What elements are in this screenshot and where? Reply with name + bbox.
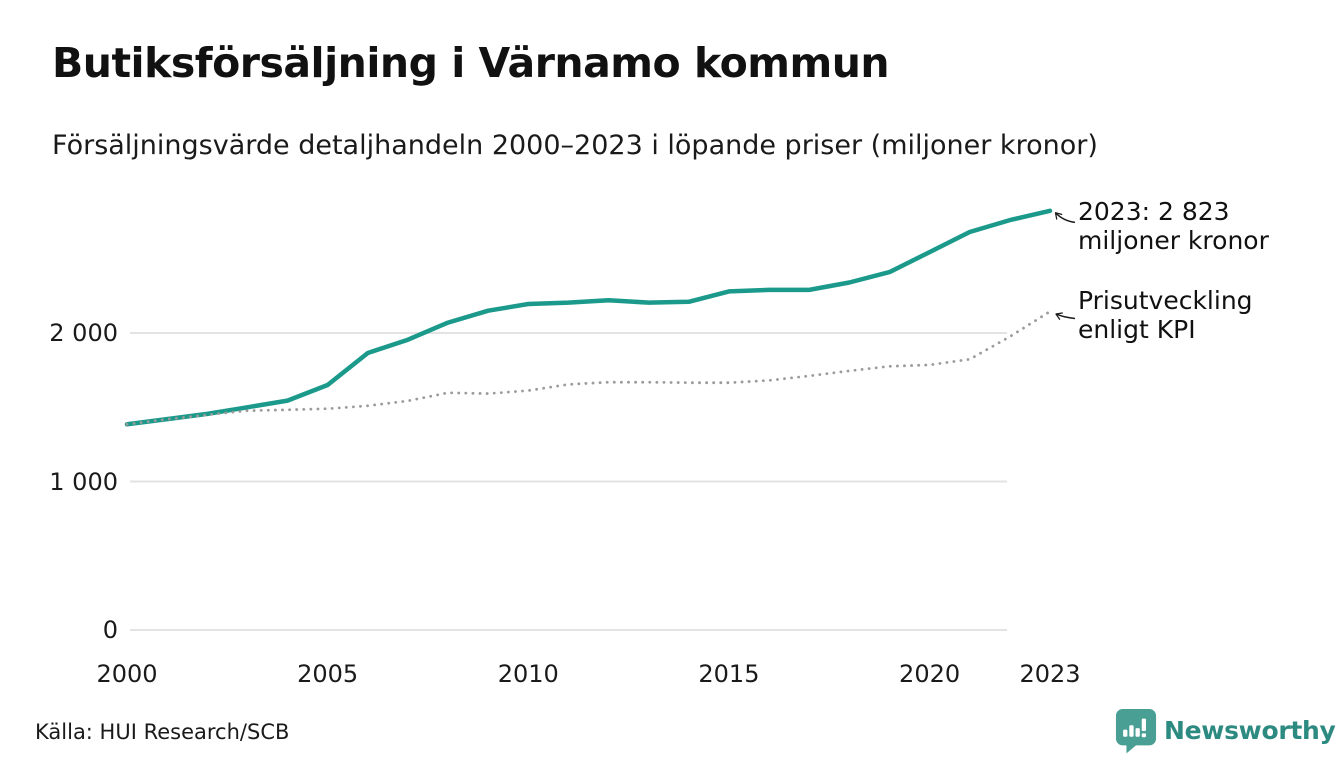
x-axis-tick-label: 2023 (1019, 660, 1081, 688)
x-axis-tick-label: 2020 (899, 660, 961, 688)
x-axis-tick-label: 2000 (96, 660, 158, 688)
annotation-latest-value: 2023: 2 823 miljoner kronor (1078, 197, 1269, 255)
x-axis-tick-label: 2010 (497, 660, 559, 688)
kpi-dotted-line (125, 310, 1052, 426)
gridlines (130, 332, 1007, 631)
newsworthy-logo: Newsworthy (1115, 708, 1336, 754)
x-axis-tick-label: 2005 (297, 660, 359, 688)
annotation-arrow (1055, 312, 1076, 320)
annotation-line: enligt KPI (1078, 315, 1196, 345)
chart-subtitle: Försäljningsvärde detaljhandeln 2000–202… (52, 130, 1098, 161)
x-axis-tick-label: 2015 (698, 660, 760, 688)
series-lines (124, 208, 1053, 427)
annotation-arrows (1054, 212, 1076, 320)
sales-line (124, 208, 1053, 427)
annotation-line: 2023: 2 823 (1078, 196, 1230, 226)
annotation-kpi-label: Prisutveckling enligt KPI (1078, 286, 1253, 344)
source-note: Källa: HUI Research/SCB (35, 720, 290, 744)
y-axis-tick-label: 2 000 (49, 319, 118, 347)
newsworthy-logo-icon (1115, 709, 1157, 754)
annotation-line: Prisutveckling (1078, 286, 1253, 316)
newsworthy-logo-text: Newsworthy (1164, 716, 1336, 745)
annotation-line: miljoner kronor (1078, 225, 1269, 255)
annotation-arrow (1054, 212, 1076, 224)
y-axis-tick-label: 1 000 (49, 467, 118, 496)
y-axis-tick-label: 0 (102, 616, 118, 644)
chart-title: Butiksförsäljning i Värnamo kommun (52, 39, 890, 87)
logo-bar-chart-icon (1123, 718, 1147, 738)
